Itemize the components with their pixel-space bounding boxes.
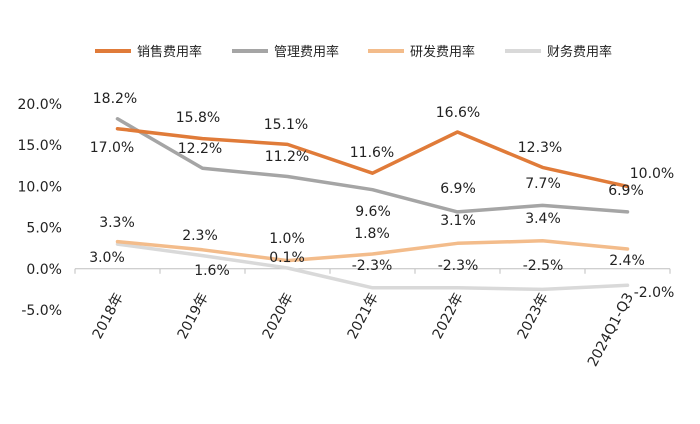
series-lines bbox=[115, 117, 630, 292]
data-label: 18.2% bbox=[93, 91, 137, 107]
data-label: 11.2% bbox=[265, 149, 309, 165]
x-tick-label: 2021年 bbox=[345, 290, 382, 341]
data-label: 12.3% bbox=[518, 140, 562, 156]
y-tick-label: 5.0% bbox=[26, 221, 62, 237]
legend-label: 财务费用率 bbox=[547, 44, 612, 60]
data-label: 16.6% bbox=[436, 105, 480, 121]
x-tick-label: 2022年 bbox=[430, 290, 467, 341]
data-label: -2.5% bbox=[523, 258, 564, 274]
data-label: 3.1% bbox=[440, 213, 476, 229]
y-tick-label: -5.0% bbox=[21, 303, 62, 319]
data-label: 6.9% bbox=[608, 183, 644, 199]
y-tick-label: 0.0% bbox=[26, 262, 62, 278]
legend-item: 销售费用率 bbox=[95, 44, 202, 60]
legend-label: 销售费用率 bbox=[137, 44, 202, 60]
data-label: 1.0% bbox=[269, 231, 305, 247]
data-label: -2.3% bbox=[352, 258, 393, 274]
data-label: 15.8% bbox=[176, 110, 220, 126]
data-label: 0.1% bbox=[269, 250, 305, 266]
x-tick-label: 2019年 bbox=[175, 290, 212, 341]
data-label: 11.6% bbox=[350, 145, 394, 161]
data-labels: 17.0% 15.8% 15.1% 11.6% 16.6% 12.3% 10.0% 18.2%… bbox=[89, 91, 674, 301]
data-label: 7.7% bbox=[525, 176, 561, 192]
data-label: 10.0% bbox=[630, 166, 674, 182]
data-label: 3.4% bbox=[525, 211, 561, 227]
y-tick-label: 20.0% bbox=[18, 97, 62, 113]
data-label: 9.6% bbox=[355, 204, 391, 220]
y-tick-label: 10.0% bbox=[18, 179, 62, 195]
data-label: -2.0% bbox=[634, 285, 675, 301]
data-label: -2.3% bbox=[438, 258, 479, 274]
data-label: 3.3% bbox=[99, 215, 135, 231]
legend-item: 研发费用率 bbox=[368, 44, 475, 60]
x-tick-label: 2024Q1-Q3 bbox=[585, 290, 637, 369]
series-line bbox=[115, 117, 630, 214]
data-label: 15.1% bbox=[264, 117, 308, 133]
legend-item: 管理费用率 bbox=[232, 44, 339, 60]
legend-label: 研发费用率 bbox=[410, 44, 475, 60]
x-tick-label: 2020年 bbox=[260, 290, 297, 341]
data-label: 1.6% bbox=[194, 263, 230, 279]
data-label: 12.2% bbox=[178, 141, 222, 157]
data-label: 17.0% bbox=[90, 140, 134, 156]
y-tick-label: 15.0% bbox=[18, 138, 62, 154]
data-label: 2.3% bbox=[182, 228, 218, 244]
x-tick-label: 2018年 bbox=[90, 290, 127, 341]
x-tick-label: 2023年 bbox=[515, 290, 552, 341]
series-line bbox=[115, 242, 630, 292]
series-line bbox=[115, 239, 630, 263]
legend-label: 管理费用率 bbox=[274, 44, 339, 60]
series-line bbox=[115, 126, 630, 189]
legend-item: 财务费用率 bbox=[505, 44, 612, 60]
data-label: 6.9% bbox=[440, 181, 476, 197]
x-axis: 2018年 2019年 2020年 2021年 2022年 2023年 2024Q1-Q3 bbox=[74, 268, 671, 369]
data-label: 1.8% bbox=[354, 226, 390, 242]
data-label: 2.4% bbox=[609, 253, 645, 269]
y-axis: -5.0% 0.0% 5.0% 10.0% 15.0% 20.0% bbox=[18, 97, 62, 319]
legend: 销售费用率 管理费用率 研发费用率 财务费用率 bbox=[95, 44, 612, 60]
data-label: 3.0% bbox=[89, 250, 125, 266]
